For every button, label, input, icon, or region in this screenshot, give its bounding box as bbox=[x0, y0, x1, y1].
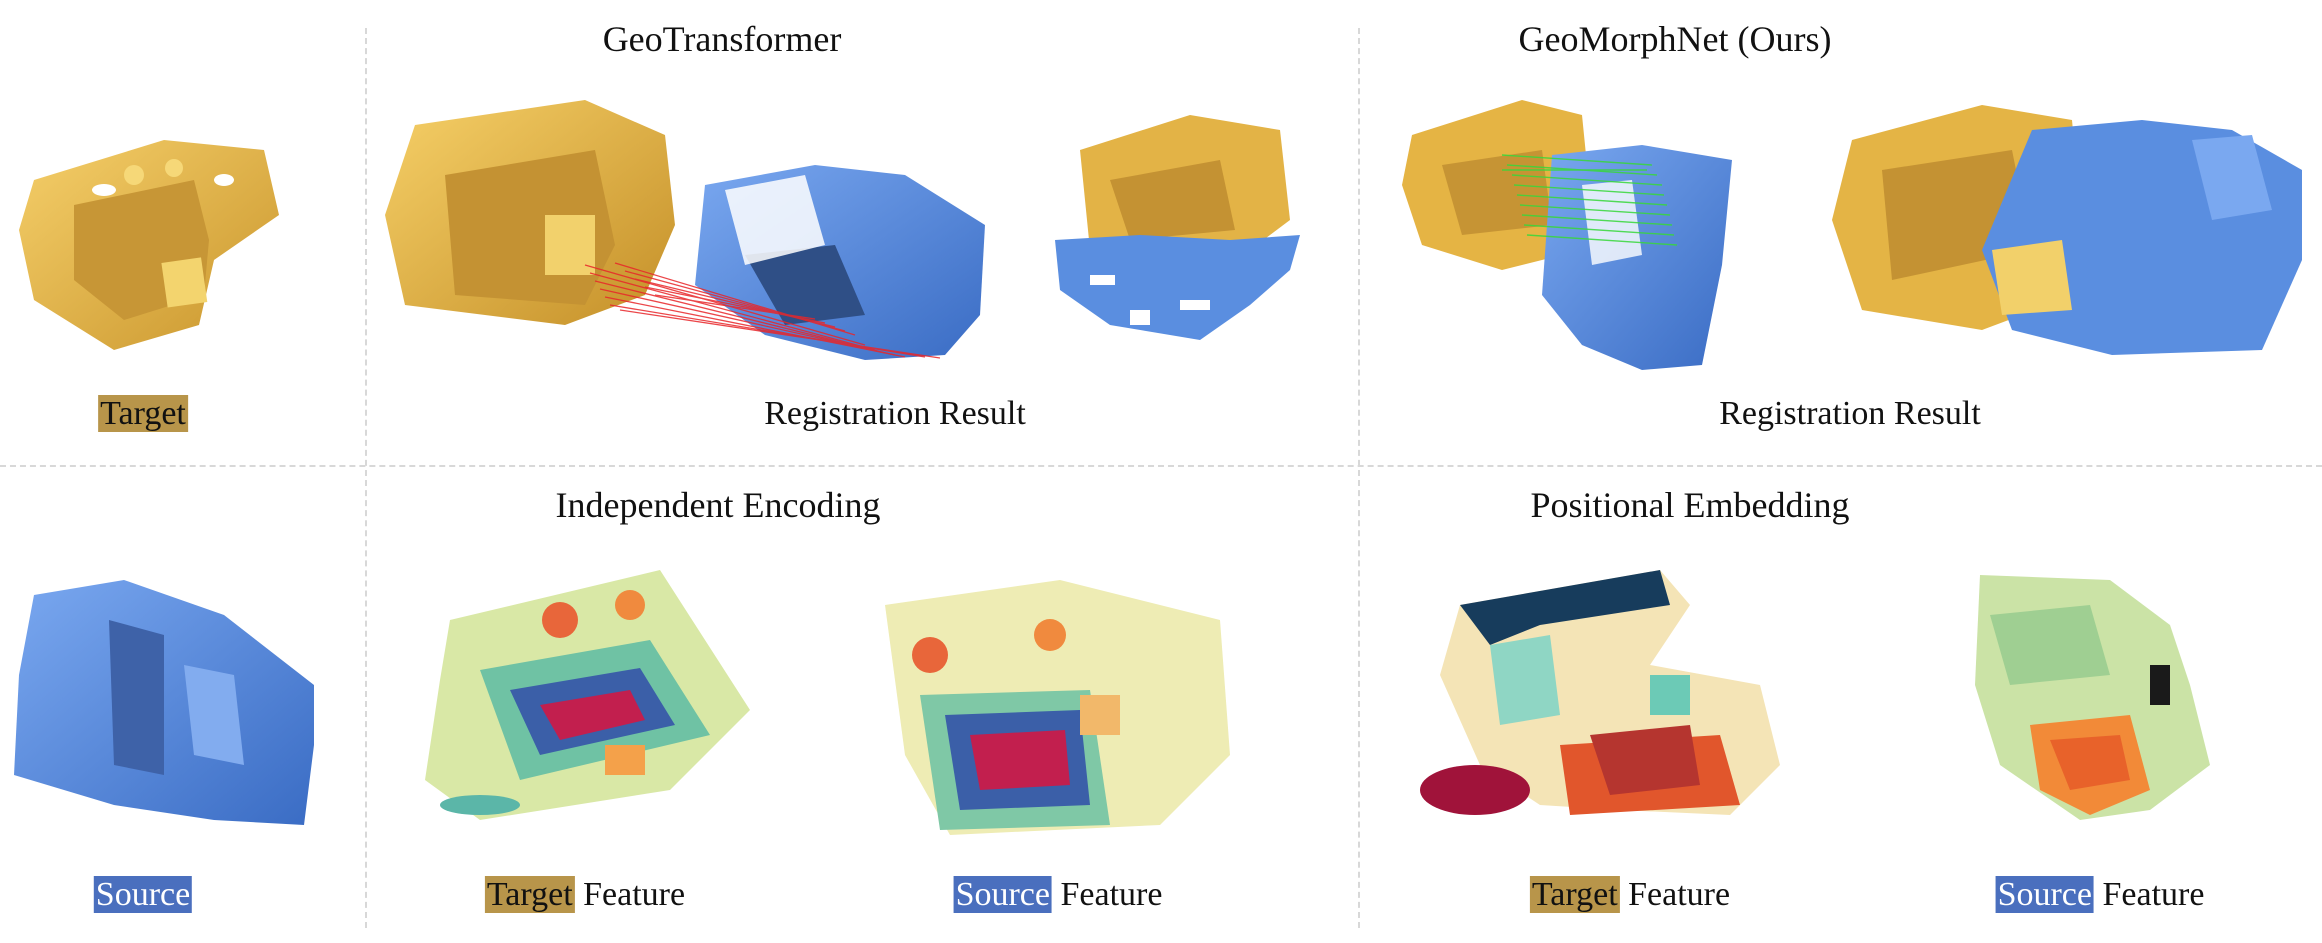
target-word: Target bbox=[1529, 876, 1620, 913]
feature-word: Feature bbox=[1628, 876, 1731, 913]
caption-registration-result-right: Registration Result bbox=[1719, 395, 1981, 432]
source-label: Source bbox=[93, 876, 193, 913]
feature-word: Feature bbox=[1060, 876, 1163, 913]
geomorphnet-registration-result bbox=[1832, 105, 2302, 355]
caption-target: Target bbox=[98, 395, 188, 433]
caption-source: Source bbox=[93, 876, 193, 914]
target-word: Target bbox=[484, 876, 575, 913]
positional-embedding-target-feature bbox=[1420, 570, 1780, 815]
independent-encoding-source-feature bbox=[885, 580, 1230, 835]
divider-vertical-1 bbox=[365, 28, 367, 928]
source-point-cloud bbox=[14, 580, 314, 825]
caption-source-feature-independent: Source Feature bbox=[953, 876, 1163, 914]
title-geomorphnet: GeoMorphNet (Ours) bbox=[1518, 19, 1832, 59]
caption-source-feature-positional: Source Feature bbox=[1995, 876, 2205, 914]
target-point-cloud bbox=[19, 140, 279, 350]
title-geotransformer: GeoTransformer bbox=[602, 19, 842, 59]
divider-vertical-2 bbox=[1358, 28, 1360, 928]
independent-encoding-target-feature bbox=[425, 570, 750, 820]
correct-correspondence-lines bbox=[1501, 154, 1678, 246]
wrong-correspondence-lines bbox=[584, 262, 941, 359]
positional-embedding-source-feature bbox=[1975, 575, 2210, 820]
caption-target-feature-independent: Target Feature bbox=[484, 876, 686, 914]
source-word: Source bbox=[1995, 876, 2094, 913]
caption-registration-result-left: Registration Result bbox=[764, 395, 1026, 432]
feature-word: Feature bbox=[583, 876, 686, 913]
geotransformer-registration-result bbox=[1055, 115, 1300, 340]
target-label: Target bbox=[98, 395, 188, 432]
geomorphnet-correspondence-view bbox=[1402, 100, 1732, 370]
divider-horizontal bbox=[0, 465, 2322, 467]
source-word: Source bbox=[953, 876, 1052, 913]
feature-word: Feature bbox=[2102, 876, 2205, 913]
geotransformer-correspondence-view bbox=[385, 100, 985, 360]
caption-target-feature-positional: Target Feature bbox=[1529, 876, 1731, 914]
title-positional-embedding: Positional Embedding bbox=[1530, 485, 1850, 525]
title-independent-encoding: Independent Encoding bbox=[555, 485, 881, 525]
